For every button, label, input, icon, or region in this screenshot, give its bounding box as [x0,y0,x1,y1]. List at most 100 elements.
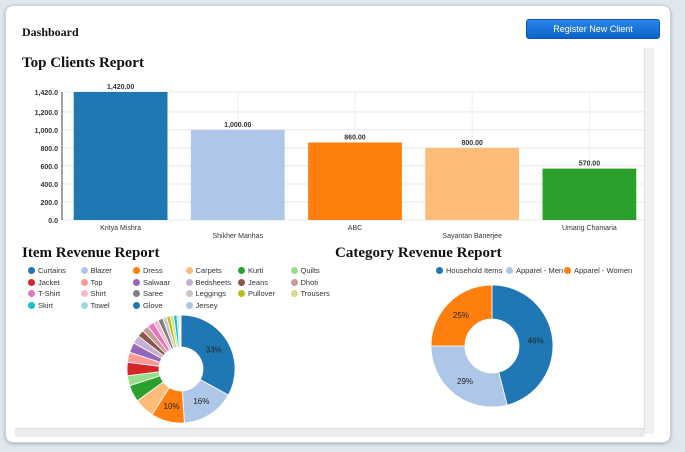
donut-slice[interactable] [491,284,554,406]
bar-value-label: 860.00 [344,134,366,141]
legend-item-salwaar[interactable]: Salwaar [133,278,170,287]
legend-item-jersey[interactable]: Jersey [185,300,218,310]
legend-label: Jacket [38,277,60,287]
register-new-client-button[interactable]: Register New Client [526,19,660,39]
category-revenue-title: Category Revenue Report [335,245,502,261]
bar-umang-chamaria[interactable] [542,168,637,220]
legend-item-dress[interactable]: Dress [133,266,163,275]
category-revenue-donut-chart: 46% 29% 25% [430,284,554,408]
legend-item-shirt[interactable]: Shirt [80,289,106,298]
legend-dot [185,267,193,274]
legend-dot [290,267,298,274]
legend-dot [185,301,193,309]
legend-label: Top [90,277,103,287]
page-title: Dashboard [22,25,79,39]
legend-item-dhoti[interactable]: Dhoti [290,277,319,287]
legend-item-skirt[interactable]: Skirt [28,301,53,310]
legend-item-saree[interactable]: Saree [133,289,163,298]
vertical-scrollbar[interactable] [644,48,654,434]
legend-dot [185,290,193,297]
legend-item-jacket[interactable]: Jacket [28,278,60,287]
legend-item-quilts[interactable]: Quilts [290,266,320,275]
bar-kritya-mishra[interactable] [73,92,168,220]
legend-label: Apparel - Women [574,266,633,275]
x-category-label: Sayantan Banerjee [442,233,502,240]
legend-dot [80,267,88,274]
donut-slice[interactable] [179,314,182,348]
legend-label: Pullover [248,289,276,298]
y-tick-label: 1,000.0 [35,128,58,135]
legend-dot [238,267,245,274]
slice-percent-label: 33% [206,346,222,355]
horizontal-scrollbar[interactable] [15,428,644,437]
legend-dot [436,267,443,274]
legend-label: Apparel - Men [516,266,564,275]
y-tick-label: 200.0 [40,200,58,207]
legend-item-pullover[interactable]: Pullover [238,289,275,298]
legend-item-apparel-men[interactable]: Apparel - Men [506,266,563,275]
top-clients-bar-chart: 0.0 200.0 400.0 600.0 800.0 1,000.0 1,200.0 1,4… [35,84,648,240]
legend-item-trousers[interactable]: Trousers [290,289,330,298]
item-revenue-legend: Curtains Blazer Dress Carpets Kurti Quilts Jac… [28,266,330,314]
legend-item-carpets[interactable]: Carpets [185,266,222,275]
legend-item-glove[interactable]: Glove [133,301,163,310]
y-tick-label: 1,420.0 [35,90,58,97]
legend-dot [28,290,35,297]
legend-item-top[interactable]: Top [80,277,103,287]
legend-label: Carpets [195,266,222,275]
legend-dot [28,301,35,309]
legend-dot [80,278,88,286]
legend-dot [28,278,35,286]
legend-item-leggings[interactable]: Leggings [185,289,226,298]
legend-label: Curtains [38,266,66,275]
bar-value-label: 1,420.00 [107,84,134,91]
x-category-label: ABC [348,225,362,232]
legend-label: Kurti [248,266,264,275]
donut-slice[interactable] [180,314,236,396]
y-tick-label: 1,200.0 [35,110,58,117]
bar-value-label: 1,000.00 [224,122,251,129]
legend-dot [506,267,513,274]
top-clients-title: Top Clients Report [22,55,144,71]
donut-slice[interactable] [430,345,508,408]
slice-percent-label: 29% [457,377,473,386]
legend-dot [133,278,140,286]
legend-dot [28,267,35,274]
bar-value-label: 570.00 [579,161,601,168]
legend-label: Quilts [300,266,320,275]
x-category-label: Kritya Mishra [100,225,141,232]
bar-value-label: 800.00 [461,140,483,147]
legend-dot [185,278,193,286]
legend-label: Jersey [195,300,218,310]
legend-item-curtains[interactable]: Curtains [28,266,66,275]
legend-item-kurti[interactable]: Kurti [238,266,263,275]
legend-label: Dhoti [300,277,319,287]
y-tick-label: 0.0 [48,218,58,225]
y-tick-label: 800.0 [40,146,58,153]
legend-dot [290,290,298,297]
legend-label: Salwaar [143,277,171,287]
dashboard-window: Dashboard Register New Client Top Client… [5,5,671,443]
bar-abc[interactable] [308,142,402,220]
bar-sayantan-banerjee[interactable] [425,147,520,220]
legend-dot [133,267,140,274]
legend-item-bedsheets[interactable]: Bedsheets [185,277,231,287]
item-revenue-donut-chart: 33% 16% 10% [126,314,236,424]
legend-label: Shirt [90,289,106,298]
legend-item-jeans[interactable]: Jeans [238,278,268,287]
legend-item-towel[interactable]: Towel [80,301,110,310]
legend-label: T-Shirt [38,289,61,298]
legend-dot [238,290,245,297]
legend-item-household-items[interactable]: Household Items [436,266,502,275]
donut-slice[interactable] [430,284,493,347]
legend-label: Jeans [248,277,269,287]
slice-percent-label: 16% [193,397,209,406]
legend-item-t-shirt[interactable]: T-Shirt [28,289,60,298]
bar-shikher-manhas[interactable] [190,129,285,220]
legend-dot [238,278,245,286]
legend-item-blazer[interactable]: Blazer [80,266,112,275]
item-revenue-title: Item Revenue Report [22,245,160,261]
legend-label: Bedsheets [195,277,231,287]
legend-label: Saree [143,289,164,298]
legend-item-apparel-women[interactable]: Apparel - Women [564,266,632,275]
